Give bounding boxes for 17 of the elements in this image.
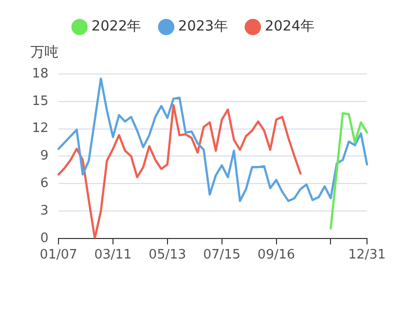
y-axis-title: 万吨 [30,44,59,61]
x-tick-label: 09/16 [258,248,296,263]
legend-label: 2024年 [264,18,314,35]
x-tick-label: 07/15 [203,248,241,263]
y-tick-label: 12 [32,121,49,136]
y-tick-label: 18 [32,66,49,82]
y-tick-label: 6 [40,176,49,191]
y-tick-label: 15 [32,94,49,109]
x-tick-label: 01/07 [40,248,78,263]
y-tick-label: 9 [40,148,49,164]
x-tick-label: 03/11 [94,248,132,263]
legend-label: 2022年 [92,18,142,35]
x-tick-label: 05/13 [148,248,186,263]
legend-label: 2023年 [178,18,228,35]
y-tick-label: 0 [40,230,49,246]
y-tick-label: 3 [40,203,49,218]
x-tick-label: 12/31 [348,248,386,263]
